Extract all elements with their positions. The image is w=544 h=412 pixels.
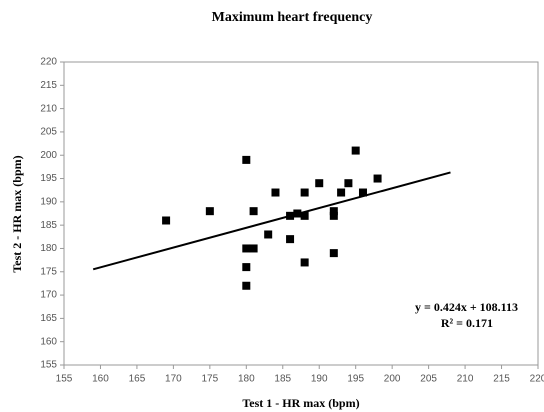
x-tick-label: 165 [129,374,146,385]
point [329,211,338,220]
point [286,211,295,220]
x-tick-label: 185 [274,374,291,385]
y-tick-label: 180 [40,243,57,254]
x-tick-label: 155 [56,374,73,385]
point [162,216,171,225]
y-axis-title: Test 2 - HR max (bpm) [10,155,24,272]
y-tick-label: 190 [40,196,57,207]
equation: y = 0.424x + 108.113 [415,300,518,314]
point [286,235,295,244]
x-tick-label: 175 [202,374,219,385]
y-tick-label: 220 [40,57,57,68]
x-axis-title: Test 1 - HR max (bpm) [242,396,359,410]
trendline [92,171,451,271]
point [242,244,251,253]
point [242,155,251,164]
plot-area [63,61,539,366]
x-tick-label: 205 [420,374,437,385]
y-tick-label: 155 [40,360,57,371]
y-tick-label: 175 [40,266,57,277]
chart-title: Maximum heart frequency [212,10,373,25]
r-squared: R² = 0.171 [441,316,493,330]
y-tick-label: 185 [40,220,57,231]
y-tick-label: 210 [40,103,57,114]
point [264,230,273,239]
point [249,244,258,253]
x-tick-label: 170 [165,374,182,385]
point [205,207,214,216]
point [242,263,251,272]
point [344,179,353,188]
x-tick-label: 215 [493,374,510,385]
y-tick-label: 160 [40,336,57,347]
point [242,281,251,290]
x-tick-label: 180 [238,374,255,385]
point [337,188,346,197]
point [300,211,309,220]
point [249,207,258,216]
point [358,188,367,197]
point [271,188,280,197]
x-tick-label: 210 [457,374,474,385]
point [329,207,338,216]
y-tick-label: 165 [40,313,57,324]
y-tick-label: 195 [40,173,57,184]
x-tick-label: 190 [311,374,328,385]
y-tick-label: 200 [40,150,57,161]
y-tick-label: 170 [40,290,57,301]
y-tick-label: 205 [40,127,57,138]
x-tick-label: 195 [347,374,364,385]
y-tick-label: 215 [40,80,57,91]
point [351,146,360,155]
x-tick-label: 200 [384,374,401,385]
point [300,188,309,197]
point [329,249,338,258]
point [300,258,309,267]
point [373,174,382,183]
point [293,209,302,218]
point [315,179,324,188]
x-tick-label: 160 [92,374,109,385]
x-tick-label: 220 [530,374,544,385]
